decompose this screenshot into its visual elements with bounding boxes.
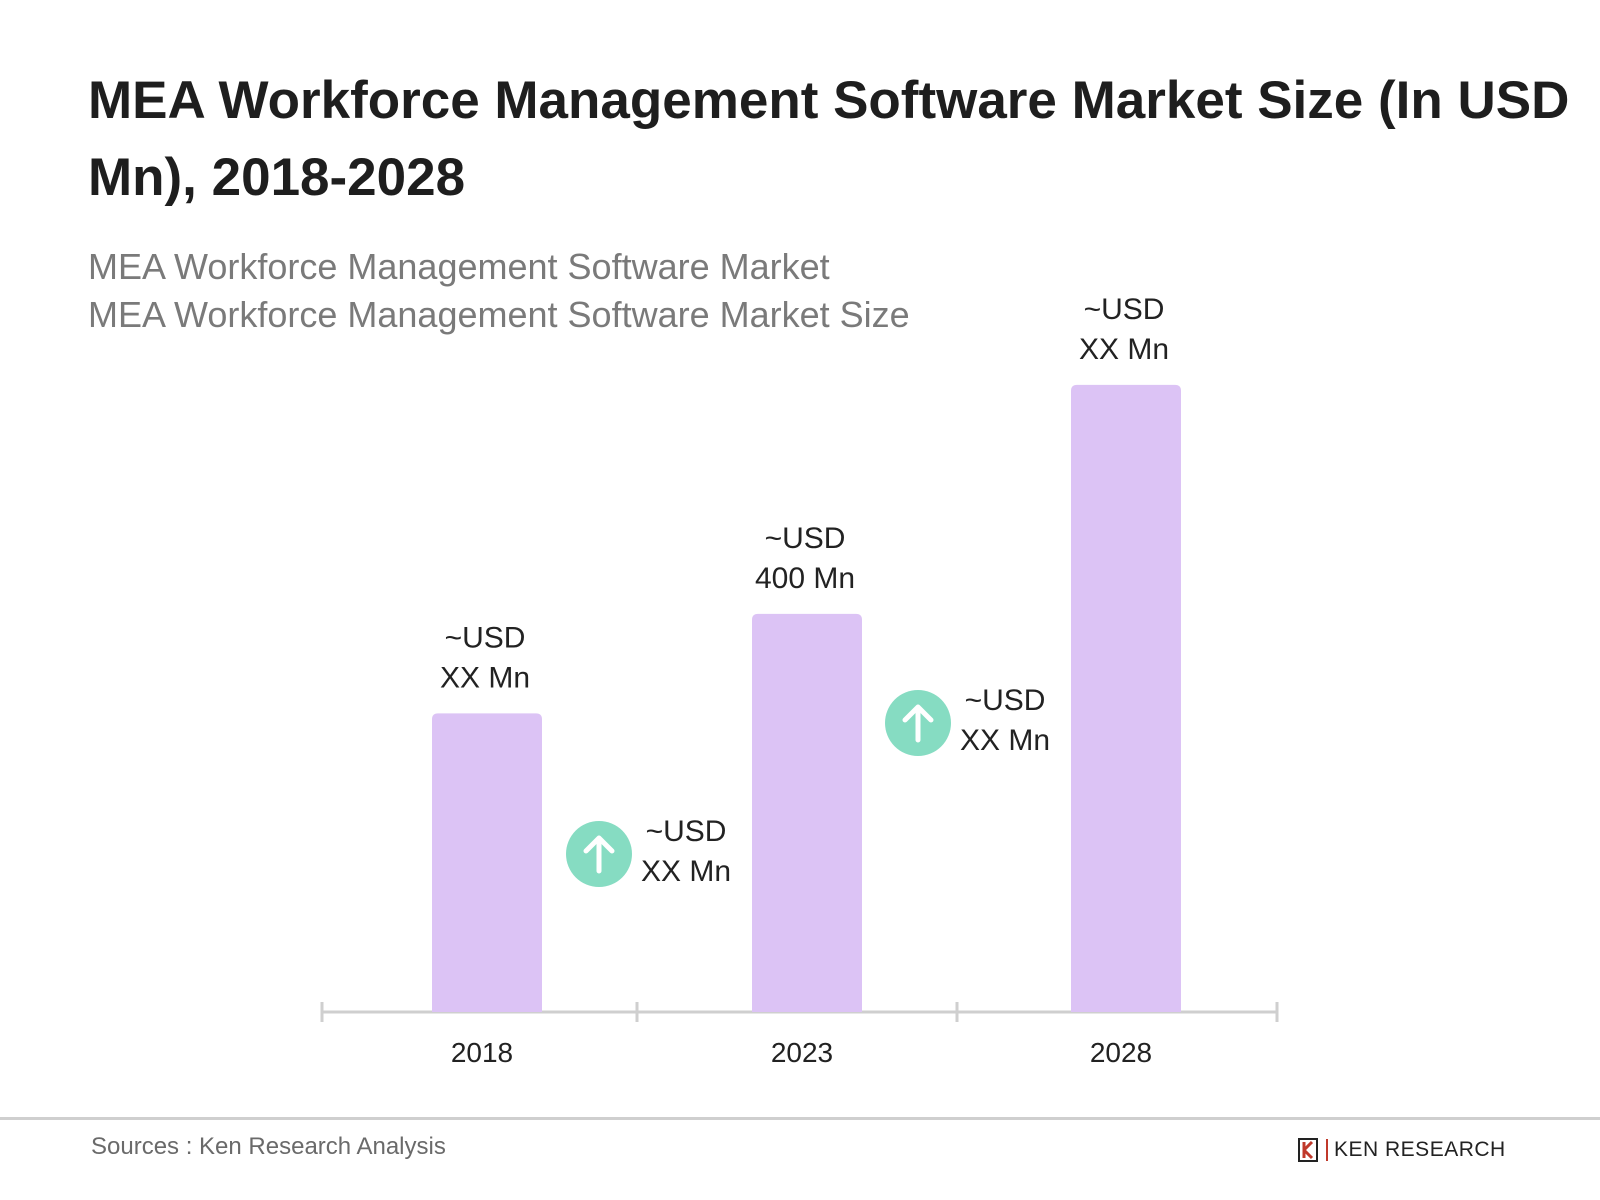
bar-2023 xyxy=(752,613,862,1012)
bar-label-line2: XX Mn xyxy=(1079,333,1169,366)
growth-label-line1: ~USD xyxy=(646,815,727,848)
bar-label-line1: ~USD xyxy=(1084,293,1165,326)
arrow-up-icon xyxy=(902,704,934,743)
subtitle-line-2: MEA Workforce Management Software Market… xyxy=(88,294,910,335)
logo-text: KEN RESEARCH xyxy=(1334,1138,1506,1161)
source-note: Sources : Ken Research Analysis xyxy=(91,1133,446,1160)
logo-k-icon xyxy=(1298,1138,1318,1162)
footer-divider xyxy=(0,1117,1600,1120)
x-tick-label: 2023 xyxy=(771,1037,833,1068)
bar-label-line1: ~USD xyxy=(765,522,846,555)
x-tick-label: 2018 xyxy=(451,1037,513,1068)
ken-research-logo: KEN RESEARCH xyxy=(1298,1138,1506,1162)
chart-title: MEA Workforce Management Software Market… xyxy=(88,71,1570,207)
bar-2018 xyxy=(432,713,542,1012)
subtitle-line-1: MEA Workforce Management Software Market xyxy=(88,246,830,287)
growth-label-line2: XX Mn xyxy=(641,855,731,888)
bar-2028 xyxy=(1071,384,1181,1012)
x-tick-label: 2028 xyxy=(1090,1037,1152,1068)
logo-divider xyxy=(1326,1139,1328,1161)
bar-label-line1: ~USD xyxy=(445,621,526,654)
arrow-up-icon xyxy=(583,835,615,874)
growth-label-line2: XX Mn xyxy=(960,724,1050,757)
bar-label-line2: 400 Mn xyxy=(755,562,855,595)
bar-label-line2: XX Mn xyxy=(440,661,530,694)
growth-label-line1: ~USD xyxy=(965,684,1046,717)
